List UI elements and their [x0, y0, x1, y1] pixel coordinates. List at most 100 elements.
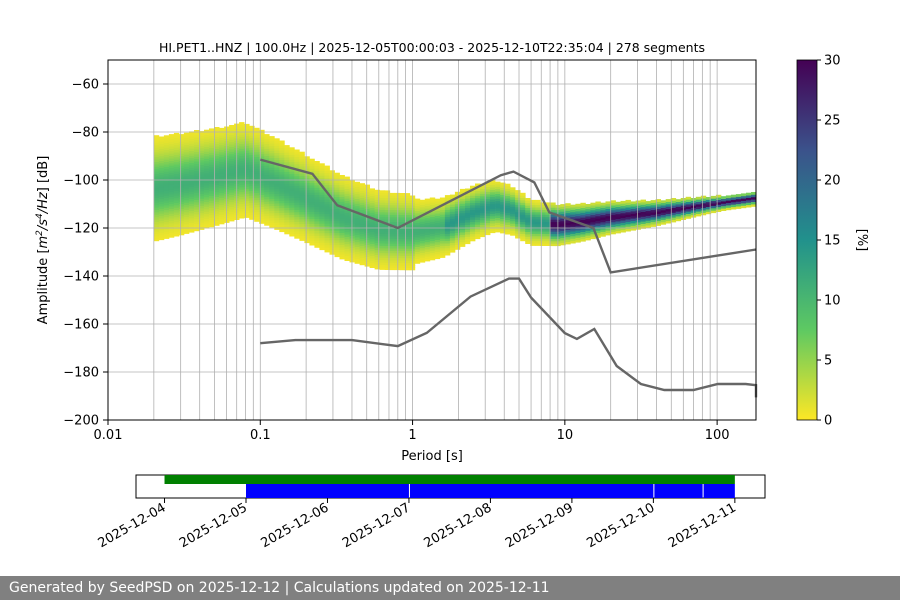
heatmap-cell — [364, 254, 370, 257]
heatmap-cell — [249, 142, 255, 146]
heatmap-cell — [424, 241, 431, 245]
heatmap-cell — [168, 225, 175, 229]
heatmap-cell — [299, 166, 305, 169]
heatmap-cell — [615, 213, 621, 217]
heatmap-cell — [309, 242, 315, 246]
heatmap-cell — [359, 233, 365, 237]
heatmap-cell — [334, 191, 340, 195]
heatmap-cell — [580, 207, 586, 211]
heatmap-cell — [630, 223, 636, 226]
heatmap-cell — [515, 202, 521, 205]
heatmap-cell — [183, 183, 190, 186]
heatmap-cell — [264, 134, 270, 137]
heatmap-cell — [339, 196, 345, 200]
heatmap-cell — [168, 141, 175, 145]
heatmap-cell — [299, 211, 305, 215]
heatmap-cell — [163, 214, 170, 218]
heatmap-cell — [284, 161, 290, 165]
heatmap-cell — [505, 229, 511, 233]
heatmap-cell — [495, 191, 501, 194]
heatmap-cell — [590, 224, 596, 228]
heatmap-cell — [454, 223, 461, 226]
timeline-tick-label: 2025-12-07 — [340, 500, 413, 551]
heatmap-cell — [183, 202, 190, 206]
heatmap-cell — [244, 176, 250, 180]
heatmap-cell — [439, 197, 446, 201]
heatmap-cell — [495, 198, 501, 202]
heatmap-cell — [309, 221, 315, 224]
heatmap-cell — [444, 243, 451, 246]
heatmap-cell — [274, 203, 280, 206]
heatmap-cell — [244, 195, 250, 199]
heatmap-cell — [655, 223, 661, 226]
heatmap-cell — [153, 185, 160, 189]
heatmap-cell — [153, 214, 160, 218]
heatmap-cell — [359, 236, 365, 239]
heatmap-cell — [505, 219, 511, 223]
heatmap-cell — [194, 199, 200, 203]
heatmap-cell — [480, 229, 486, 233]
heatmap-cell — [585, 237, 591, 241]
heatmap-cell — [314, 161, 320, 164]
heatmap-cell — [204, 148, 210, 152]
heatmap-cell — [500, 189, 506, 193]
heatmap-cell — [244, 186, 250, 190]
heatmap-cell — [379, 267, 386, 270]
heatmap-cell — [229, 168, 235, 171]
heatmap-cell — [434, 198, 441, 202]
heatmap-cell — [685, 196, 692, 200]
heatmap-cell — [274, 174, 280, 178]
heatmap-cell — [249, 140, 255, 143]
heatmap-cell — [389, 214, 396, 218]
heatmap-cell — [364, 235, 370, 238]
heatmap-cell — [274, 191, 280, 194]
heatmap-cell — [209, 169, 215, 172]
heatmap-cell — [299, 230, 305, 234]
heatmap-cell — [178, 194, 185, 197]
heatmap-cell — [294, 159, 300, 162]
heatmap-cell — [163, 195, 170, 199]
heatmap-cell — [229, 206, 235, 210]
heatmap-cell — [475, 183, 481, 187]
heatmap-cell — [374, 240, 380, 243]
heatmap-cell — [475, 219, 481, 223]
heatmap-cell — [610, 231, 616, 235]
heatmap-cell — [515, 235, 521, 239]
heatmap-cell — [449, 204, 456, 207]
heatmap-cell — [705, 209, 712, 212]
heatmap-cell — [209, 133, 215, 136]
heatmap-cell — [374, 213, 380, 217]
heatmap-cell — [183, 147, 190, 150]
heatmap-cell — [199, 200, 205, 204]
heatmap-cell — [454, 220, 461, 224]
heatmap-cell — [444, 221, 451, 225]
heatmap-cell — [259, 216, 265, 219]
heatmap-cell — [379, 202, 386, 206]
heatmap-cell — [329, 239, 335, 243]
heatmap-cell — [470, 207, 476, 211]
heatmap-cell — [364, 208, 370, 212]
heatmap-cell — [495, 227, 501, 230]
heatmap-cell — [274, 224, 280, 228]
heatmap-cell — [249, 207, 255, 211]
heatmap-cell — [294, 235, 300, 239]
heatmap-cell — [214, 208, 220, 212]
heatmap-cell — [434, 217, 441, 221]
heatmap-cell — [449, 230, 456, 234]
heatmap-cell — [329, 184, 335, 188]
heatmap-cell — [254, 185, 260, 189]
heatmap-cell — [289, 183, 295, 187]
heatmap-cell — [229, 173, 235, 176]
heatmap-cell — [605, 232, 611, 236]
heatmap-cell — [319, 213, 325, 217]
heatmap-cell — [158, 165, 165, 169]
heatmap-cell — [254, 163, 260, 167]
heatmap-cell — [229, 199, 235, 203]
heatmap-cell — [399, 212, 406, 215]
heatmap-cell — [419, 243, 426, 246]
heatmap-cell — [319, 182, 325, 186]
heatmap-cell — [384, 224, 391, 227]
heatmap-cell — [525, 219, 531, 223]
heatmap-cell — [168, 170, 175, 173]
heatmap-cell — [319, 230, 325, 234]
